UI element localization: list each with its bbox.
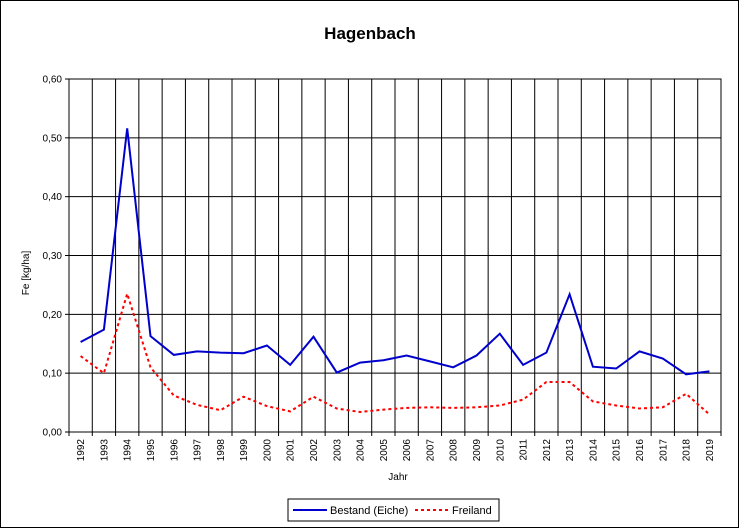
x-tick-label: 2011 bbox=[519, 439, 530, 461]
x-tick-label: 2010 bbox=[495, 439, 506, 462]
x-tick-label: 2004 bbox=[356, 439, 367, 462]
x-tick-label: 2002 bbox=[309, 439, 320, 462]
series-line-bestand bbox=[80, 128, 710, 376]
y-tick-labels: 0,00 0,10 0,20 0,30 0,40 0,50 0,60 bbox=[43, 75, 63, 439]
x-tick-label: 2016 bbox=[635, 439, 646, 462]
x-tick-label: 1998 bbox=[216, 439, 227, 462]
x-tick-label: 2008 bbox=[449, 439, 460, 462]
y-tick-label: 0,30 bbox=[43, 251, 63, 262]
legend-label-freiland: Freiland bbox=[452, 505, 492, 517]
x-tick-label: 2014 bbox=[588, 439, 599, 462]
x-tick-label: 1993 bbox=[99, 439, 110, 462]
x-tick-label: 1997 bbox=[193, 439, 204, 462]
y-tick-label: 0,60 bbox=[43, 75, 63, 86]
x-tick-label: 2017 bbox=[658, 439, 669, 462]
x-tick-label: 2005 bbox=[379, 439, 390, 462]
x-tick-label: 1995 bbox=[146, 439, 157, 462]
x-tick-label: 2006 bbox=[402, 439, 413, 462]
y-axis-title: Fe [kg/ha] bbox=[21, 251, 32, 296]
legend-box bbox=[287, 498, 500, 522]
x-tick-label: 1996 bbox=[169, 439, 180, 462]
x-tick-label: 2000 bbox=[262, 439, 273, 462]
x-tick-label: 2019 bbox=[705, 439, 716, 462]
series-lines bbox=[80, 128, 711, 416]
y-tick-label: 0,50 bbox=[43, 133, 63, 144]
x-axis-title: Jahr bbox=[388, 472, 408, 483]
x-tick-label: 2001 bbox=[286, 439, 297, 462]
y-tick-label: 0,40 bbox=[43, 192, 63, 203]
x-tick-label: 1994 bbox=[123, 439, 134, 462]
x-tick-label: 1992 bbox=[76, 439, 87, 462]
x-tick-label: 2007 bbox=[425, 439, 436, 462]
x-tick-label: 2013 bbox=[565, 439, 576, 462]
x-tick-label: 2015 bbox=[612, 439, 623, 462]
x-tick-label: 2012 bbox=[542, 439, 553, 462]
x-tick-label: 2009 bbox=[472, 439, 483, 462]
x-tick-label: 2018 bbox=[682, 439, 693, 462]
chart-title: Hagenbach bbox=[324, 24, 416, 43]
y-tick-label: 0,10 bbox=[43, 369, 63, 380]
y-tick-label: 0,20 bbox=[43, 310, 63, 321]
grid-lines bbox=[65, 78, 722, 436]
series-line-freiland bbox=[80, 290, 711, 416]
legend-label-bestand: Bestand (Eiche) bbox=[330, 505, 408, 517]
y-tick-label: 0,00 bbox=[43, 428, 63, 439]
legend: Bestand (Eiche) Freiland bbox=[287, 498, 500, 522]
x-tick-label: 2003 bbox=[332, 439, 343, 462]
x-tick-labels: 1992 1993 1994 1995 1996 1997 1998 1999 2000 2001… bbox=[76, 439, 716, 462]
x-tick-label: 1999 bbox=[239, 439, 250, 462]
